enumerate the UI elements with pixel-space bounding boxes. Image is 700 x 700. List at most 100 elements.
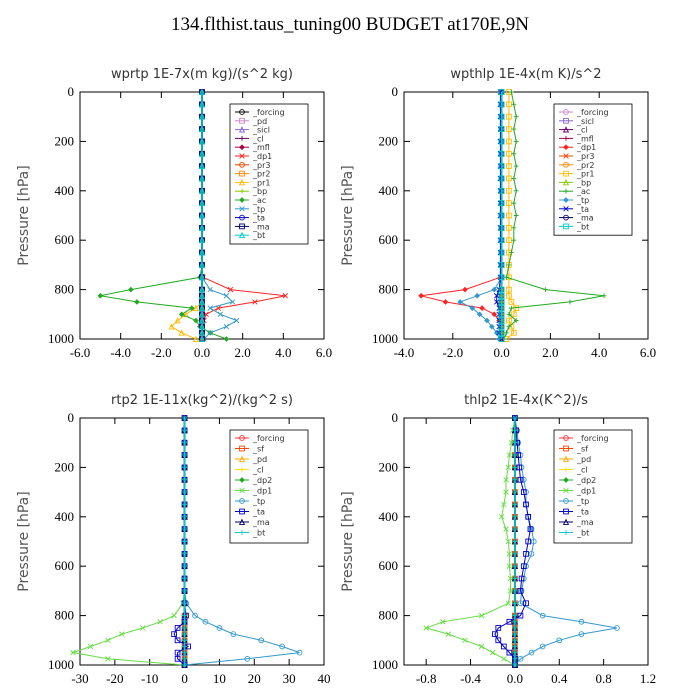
series-line [71, 418, 186, 666]
data-point [556, 637, 563, 644]
data-point [520, 563, 527, 570]
data-point [233, 317, 240, 324]
legend-marker [239, 170, 245, 177]
data-point [198, 298, 206, 305]
data-point [506, 563, 513, 569]
data-point [216, 625, 223, 631]
data-point [492, 631, 498, 637]
legend-marker [239, 206, 245, 212]
data-point [182, 563, 187, 569]
data-point [174, 637, 181, 644]
series-bt [512, 415, 518, 668]
legend-label: _pd [252, 117, 267, 126]
data-point [506, 262, 512, 268]
plot-frame [79, 417, 325, 666]
data-point [578, 618, 585, 625]
data-point [182, 613, 187, 618]
data-point [513, 163, 519, 169]
data-point [512, 588, 518, 594]
data-point [198, 323, 206, 330]
data-point [198, 162, 206, 169]
legend-marker [239, 109, 245, 115]
data-point [198, 273, 206, 281]
legend-box [553, 103, 633, 236]
x-tick-label: 0.0 [507, 671, 523, 686]
data-point [518, 575, 525, 582]
x-tick-label: 0.0 [493, 345, 509, 360]
y-tick-label: 600 [379, 558, 399, 573]
y-axis-label: Pressure [hPa] [16, 491, 32, 591]
data-point [511, 200, 517, 206]
legend-marker [563, 508, 569, 515]
data-point [198, 286, 206, 293]
data-point [512, 656, 518, 662]
legend-label: _sf [252, 445, 264, 454]
x-tick-label: -4.0 [394, 345, 415, 360]
data-point [462, 286, 468, 293]
data-point [512, 477, 518, 483]
series-line [100, 92, 227, 340]
data-point [511, 126, 517, 132]
data-point [478, 643, 485, 650]
legend-marker [563, 435, 569, 441]
legend-marker [562, 455, 570, 462]
data-point [517, 476, 524, 483]
y-tick-label: 400 [379, 509, 399, 524]
legend-label: _cl [576, 126, 588, 135]
legend: _forcing_sicl_cl_mfl_dp1_pr3_pr2_pr1_bp_… [553, 103, 633, 236]
data-point [507, 588, 514, 594]
data-point [182, 551, 187, 557]
data-point [207, 286, 213, 293]
data-point [119, 631, 125, 637]
data-point [530, 538, 537, 545]
series-ac [97, 89, 230, 342]
data-point [182, 576, 187, 581]
data-point [182, 600, 187, 606]
data-point [442, 299, 449, 305]
data-point [182, 415, 187, 421]
data-point [506, 113, 512, 120]
data-point [178, 311, 185, 318]
series-pr1 [503, 89, 520, 342]
data-point [513, 188, 519, 194]
legend-marker [239, 188, 245, 194]
y-tick-label: 600 [379, 232, 399, 247]
data-point [510, 311, 517, 318]
data-point [520, 489, 527, 495]
data-point [498, 514, 505, 520]
legend-marker [563, 161, 569, 168]
data-point [614, 625, 620, 631]
data-point [258, 637, 265, 644]
data-point [498, 212, 505, 219]
data-point [512, 465, 518, 470]
legend-label: _forcing [252, 108, 285, 117]
legend-label: _forcing [576, 108, 609, 117]
legend-marker [563, 188, 569, 194]
series-dp1 [418, 89, 505, 342]
x-tick-label: 20 [248, 671, 261, 686]
y-tick-label: 1000 [48, 657, 74, 672]
data-point [440, 619, 446, 625]
legend-marker [239, 477, 245, 483]
legend-label: _sf [576, 445, 588, 454]
legend-label: _sicl [576, 117, 594, 126]
data-point [506, 452, 513, 458]
data-point [578, 631, 585, 637]
series-bt [182, 415, 187, 668]
legend-label: _ma [576, 214, 594, 223]
data-point [504, 274, 509, 280]
data-point [489, 323, 495, 330]
data-point [182, 310, 189, 318]
legend-label: _forcing [252, 434, 285, 443]
legend-label: _tp [252, 497, 265, 506]
data-point [506, 175, 512, 182]
data-point [506, 649, 513, 656]
x-tick-label: -0.4 [460, 671, 481, 686]
legend-label: _pd [252, 455, 267, 464]
legend-marker [563, 136, 569, 141]
legend-marker [562, 126, 570, 133]
legend-marker [563, 214, 569, 221]
data-point [500, 643, 507, 650]
data-point [469, 305, 476, 311]
data-point [418, 292, 424, 299]
